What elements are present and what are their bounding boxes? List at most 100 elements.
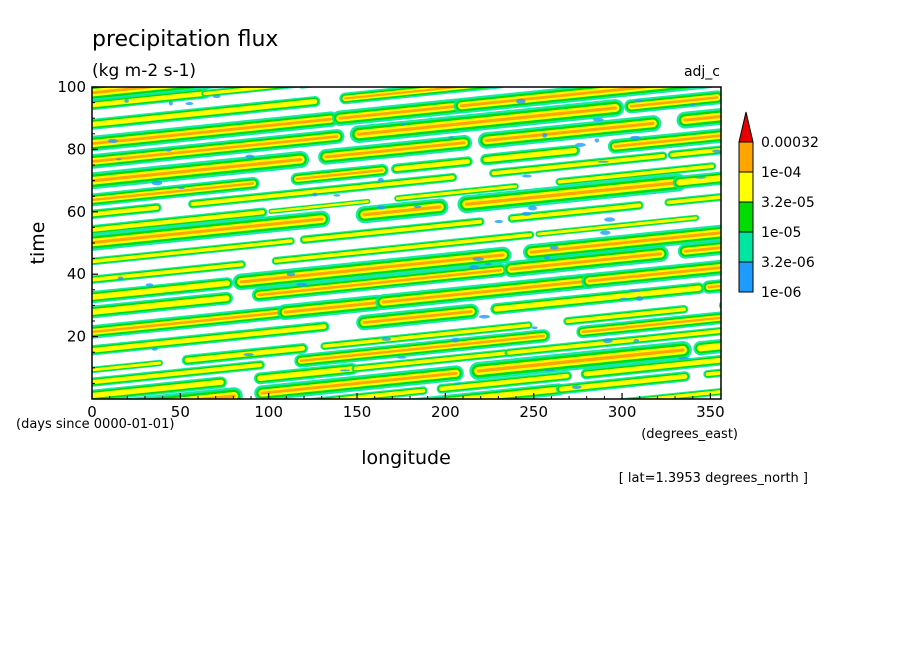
- field-contour: [74, 441, 244, 458]
- field-contour: [707, 284, 721, 289]
- field-contour: [257, 366, 355, 382]
- field-contour: [74, 453, 303, 476]
- field-contour: [338, 104, 459, 120]
- field-contour: [298, 87, 319, 89]
- field-contour: [733, 57, 745, 58]
- field-contour: [654, 26, 745, 35]
- field-contour: [74, 469, 324, 495]
- field-contour: [633, 390, 721, 399]
- field-contour: [666, 195, 721, 205]
- field-contour: [613, 134, 721, 148]
- field-contour: [295, 169, 384, 181]
- field-contour: [257, 268, 503, 297]
- field-contour: [299, 334, 545, 362]
- field-contour: [654, 26, 745, 35]
- field-contour: [557, 164, 715, 184]
- field-contour: [396, 184, 518, 200]
- field-speck: [381, 337, 392, 341]
- colorbar-box: [738, 201, 754, 233]
- field-contour: [92, 87, 163, 95]
- field-contour: [508, 63, 693, 82]
- x-tick-label: 50: [171, 403, 190, 421]
- field-contour: [381, 279, 589, 304]
- field-contour: [565, 307, 686, 324]
- field-contour: [344, 87, 468, 100]
- field-speck: [633, 99, 644, 103]
- colorbar-label: 1e-04: [761, 165, 801, 181]
- field-contour: [464, 180, 680, 206]
- field-contour: [670, 147, 721, 157]
- field-contour: [515, 50, 627, 61]
- field-contour: [658, 38, 746, 47]
- field-speck: [543, 368, 555, 372]
- field-contour: [720, 302, 721, 308]
- field-speck: [575, 142, 586, 147]
- x-tick-label: 0: [87, 403, 97, 421]
- field-contour: [266, 61, 401, 75]
- field-contour: [273, 233, 533, 263]
- field-contour: [300, 87, 305, 88]
- field-contour: [437, 386, 562, 399]
- colorbar-label: 1e-05: [761, 225, 801, 241]
- field-contour: [92, 239, 293, 264]
- field-contour: [283, 301, 379, 314]
- x-axis-label: longitude: [361, 447, 451, 469]
- y-axis-label: time: [27, 222, 49, 265]
- field-contour: [92, 210, 265, 232]
- field-contour: [587, 266, 721, 283]
- field-speck: [212, 94, 221, 99]
- field-contour: [738, 77, 746, 78]
- field-contour: [92, 280, 230, 300]
- field-contour: [654, 26, 745, 35]
- field-speck: [571, 385, 582, 390]
- field-speck: [377, 205, 386, 210]
- field-contour: [353, 351, 508, 371]
- field-contour: [92, 311, 286, 334]
- field-contour: [356, 106, 617, 136]
- field-speck: [528, 205, 537, 211]
- field-contour: [733, 57, 745, 58]
- field-contour: [92, 362, 263, 385]
- field-contour: [509, 252, 663, 271]
- field-contour: [92, 91, 208, 108]
- field-contour: [362, 310, 473, 324]
- experiment-label: adj_c: [684, 64, 720, 80]
- colorbar-label: 3.2e-05: [761, 195, 815, 211]
- field-speck: [549, 245, 559, 250]
- field-speck: [515, 98, 526, 104]
- field-contour: [484, 121, 655, 142]
- field-contour: [92, 99, 318, 127]
- colorbar-box: [738, 231, 754, 263]
- y-units-label: (days since 0000-01-01): [16, 417, 174, 432]
- field-speck: [339, 369, 351, 372]
- field-speck: [333, 194, 341, 197]
- field-contour: [508, 63, 693, 82]
- field-speck: [633, 338, 640, 343]
- colorbar-box: [738, 171, 754, 203]
- field-speck: [296, 282, 308, 287]
- field-contour: [459, 87, 659, 108]
- field-contour: [529, 231, 721, 254]
- field-speck: [635, 296, 644, 301]
- field-contour: [483, 147, 577, 163]
- field-speck: [712, 149, 721, 153]
- y-axis: 20 40 60 80 100: [57, 78, 98, 384]
- field-speck: [478, 314, 491, 319]
- field-contour: [322, 323, 531, 348]
- x-tick-label: 300: [608, 403, 637, 421]
- chart-title: precipitation flux: [92, 27, 278, 52]
- field-speck: [151, 347, 158, 351]
- chart-units: (kg m-2 s-1): [92, 61, 196, 81]
- y-tick-label: 60: [67, 203, 86, 221]
- field-contour: [723, 303, 745, 305]
- field-speck: [592, 117, 604, 122]
- colorbar-label: 1e-06: [761, 285, 801, 301]
- colorbar-box: [738, 261, 754, 293]
- field-speck: [694, 176, 707, 179]
- y-tick-label: 80: [67, 140, 86, 158]
- field-speck: [124, 98, 129, 103]
- field-contour: [362, 205, 442, 217]
- field-speck: [151, 180, 163, 186]
- y-tick-label: 100: [57, 78, 86, 96]
- field-contour: [733, 57, 745, 58]
